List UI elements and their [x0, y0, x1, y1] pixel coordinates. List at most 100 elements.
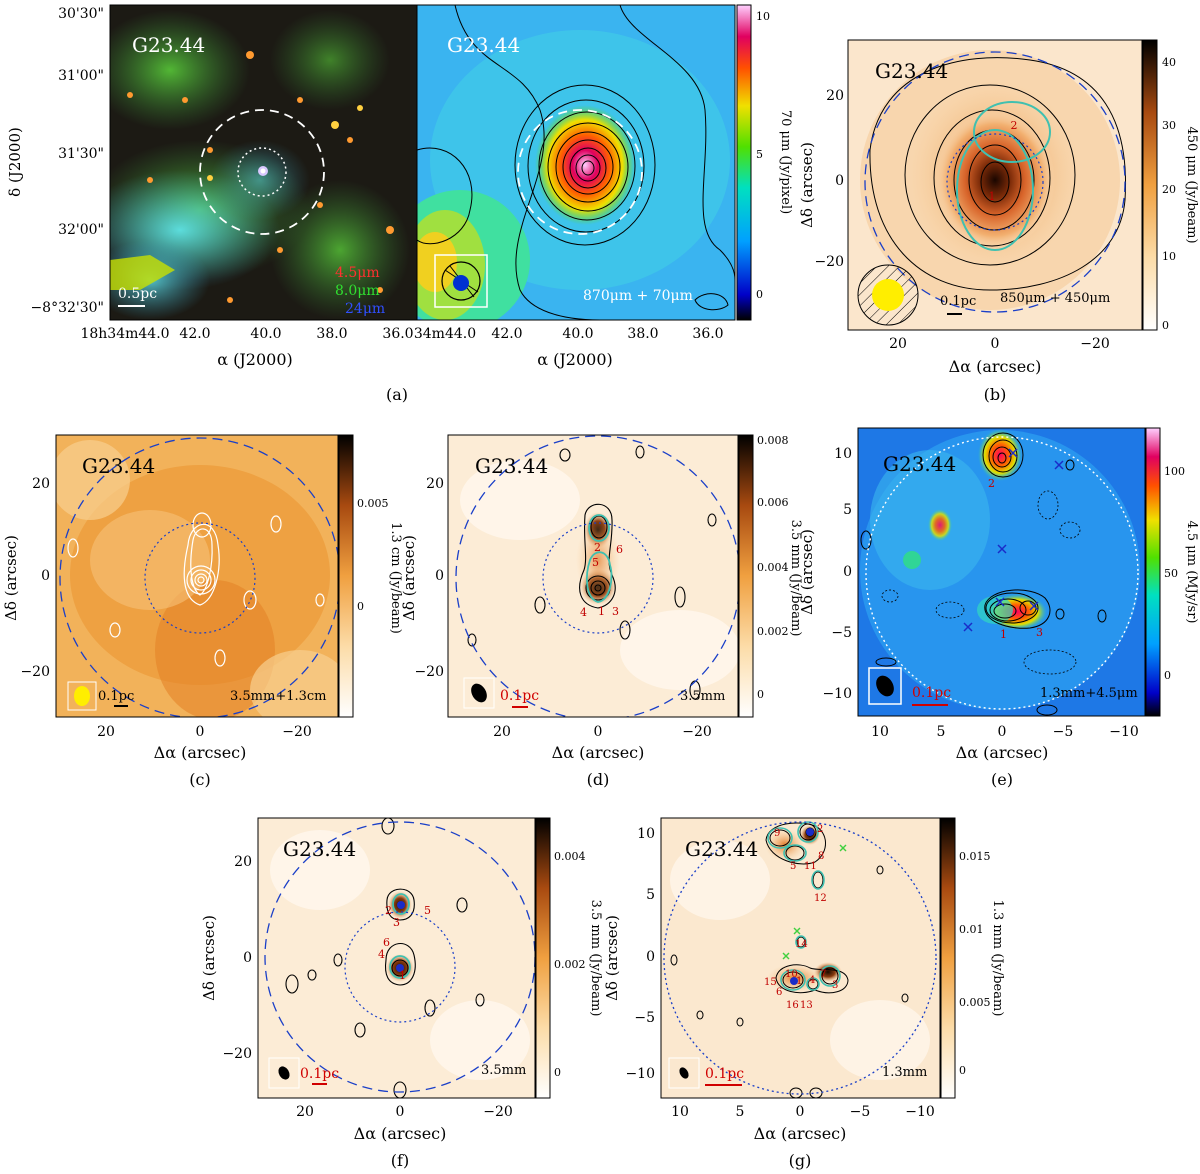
svg-text:38.0: 38.0: [316, 326, 347, 342]
svg-text:31'00": 31'00": [58, 68, 104, 84]
svg-text:0: 0: [396, 1104, 405, 1120]
e-ylabel: Δδ (arcsec): [798, 529, 816, 615]
f-ylabel: Δδ (arcsec): [200, 915, 218, 1001]
g-ylabel: Δδ (arcsec): [603, 915, 621, 1001]
svg-text:40: 40: [1162, 56, 1176, 69]
svg-text:0: 0: [435, 568, 444, 584]
svg-text:20: 20: [97, 724, 115, 740]
source-name: G23.44: [685, 837, 758, 861]
svg-text:0.006: 0.006: [757, 496, 789, 509]
svg-text:0.002: 0.002: [554, 958, 586, 971]
f-x-ticks: 20 0 −20: [296, 1104, 513, 1120]
svg-text:0.004: 0.004: [757, 561, 789, 574]
f-core-labels: 2 5 3 6 4 1: [378, 904, 431, 982]
svg-text:6: 6: [616, 543, 623, 556]
b-ylabel: Δδ (arcsec): [798, 142, 816, 228]
svg-text:0: 0: [756, 288, 763, 301]
svg-text:1: 1: [598, 605, 605, 618]
svg-text:5: 5: [592, 556, 599, 569]
e-core-labels: 2 1 3: [988, 477, 1043, 641]
svg-text:0: 0: [554, 1066, 561, 1079]
svg-text:10: 10: [671, 1104, 689, 1120]
a-right-x-ticks: 34m44.0 42.0 40.0 38.0 36.0: [414, 326, 724, 342]
b-xlabel: Δα (arcsec): [949, 357, 1042, 376]
svg-text:5: 5: [646, 887, 655, 903]
source-name: G23.44: [132, 33, 205, 57]
svg-text:0: 0: [594, 724, 603, 740]
b-y-ticks: 20 0 −20: [814, 88, 844, 270]
caption-e: 1.3mm+4.5μm: [1040, 686, 1138, 701]
source-name: G23.44: [475, 454, 548, 478]
panel-a-left: G23.44 4.5μm 8.0μm 24μm 0.5pc 30'30" 31'…: [6, 4, 418, 369]
core-label-1: 1: [989, 190, 996, 203]
cbar-label-b: 450 μm (Jy/beam): [1184, 126, 1199, 243]
svg-text:−5: −5: [634, 1010, 655, 1026]
svg-text:30'30": 30'30": [58, 6, 104, 22]
svg-text:4: 4: [809, 975, 815, 986]
svg-text:2: 2: [385, 904, 392, 917]
svg-text:−10: −10: [822, 686, 852, 702]
svg-text:40.0: 40.0: [562, 326, 593, 342]
svg-text:−20: −20: [282, 724, 312, 740]
svg-text:15: 15: [764, 977, 777, 988]
svg-text:0: 0: [41, 568, 50, 584]
legend-24um: 24μm: [345, 301, 385, 317]
svg-text:0: 0: [991, 336, 1000, 352]
svg-text:10: 10: [785, 969, 798, 980]
cbar-label-d: 3.5 mm (Jy/beam): [788, 520, 803, 637]
svg-text:30: 30: [1162, 119, 1176, 132]
svg-text:20: 20: [889, 336, 907, 352]
svg-text:−5: −5: [1053, 724, 1074, 740]
d-xlabel: Δα (arcsec): [552, 743, 645, 762]
panel-label-e: (e): [991, 770, 1013, 789]
svg-text:1: 1: [1000, 628, 1007, 641]
colorbar-f: [535, 817, 551, 1099]
svg-text:0.005: 0.005: [959, 996, 991, 1009]
d-y-ticks: 20 0 −20: [414, 476, 444, 680]
caption-f: 3.5mm: [481, 1063, 526, 1078]
svg-text:−10: −10: [1109, 724, 1139, 740]
svg-text:4: 4: [580, 606, 587, 619]
d-core-labels: 2 6 5 4 1 3: [580, 541, 623, 619]
colorbar-a: [736, 4, 752, 321]
svg-text:−10: −10: [905, 1104, 935, 1120]
svg-text:0: 0: [357, 600, 364, 613]
g-x-ticks: 10 5 0 −5 −10: [671, 1104, 935, 1120]
svg-text:8: 8: [818, 851, 824, 862]
svg-text:7: 7: [820, 969, 826, 980]
svg-text:0: 0: [843, 564, 852, 580]
svg-text:0: 0: [796, 1104, 805, 1120]
svg-text:100: 100: [1164, 465, 1185, 478]
legend-4p5um: 4.5μm: [335, 265, 380, 281]
a-y-ticks: 30'30" 31'00" 31'30" 32'00" −8°32'30": [30, 6, 104, 316]
scalebar-f: 0.1pc: [300, 1066, 339, 1082]
svg-text:12: 12: [814, 893, 827, 904]
cbar-label-f: 3.5 mm (Jy/beam): [588, 900, 603, 1017]
f-xlabel: Δα (arcsec): [354, 1124, 447, 1143]
svg-text:20: 20: [296, 1104, 314, 1120]
svg-text:20: 20: [32, 476, 50, 492]
svg-text:5: 5: [937, 724, 946, 740]
cbar-label-e: 4.5 μm (MJy/sr): [1184, 521, 1199, 624]
colorbar-e: [1145, 427, 1161, 717]
svg-text:40.0: 40.0: [250, 326, 281, 342]
svg-text:0.002: 0.002: [757, 625, 789, 638]
svg-text:5: 5: [756, 148, 763, 161]
svg-text:18h34m44.0: 18h34m44.0: [80, 326, 169, 342]
panel-a-right: G23.44 870μm + 70μm 34m44.0 42.0 40.0 38…: [386, 4, 793, 404]
caption-g: 1.3mm: [882, 1065, 927, 1080]
svg-text:2: 2: [988, 477, 995, 490]
svg-text:13: 13: [800, 1000, 813, 1011]
caption-c: 3.5mm+1.3cm: [230, 689, 327, 704]
d-x-ticks: 20 0 −20: [493, 724, 712, 740]
panel-f: G23.44 2 5 3 6 4 1 3.5mm 0.1pc 20 0 −20 …: [200, 817, 603, 1170]
c-x-ticks: 20 0 −20: [97, 724, 312, 740]
e-y-ticks: 10 5 0 −5 −10: [822, 446, 852, 702]
svg-text:3: 3: [612, 605, 619, 618]
svg-text:0: 0: [959, 1064, 966, 1077]
panel-c: G23.44 3.5mm+1.3cm 0.1pc 20 0 −20 Δδ (ar…: [2, 434, 403, 789]
svg-text:10: 10: [637, 826, 655, 842]
scalebar-b: 0.1pc: [940, 294, 976, 309]
panel-label-c: (c): [189, 770, 210, 789]
svg-text:3: 3: [832, 980, 838, 991]
